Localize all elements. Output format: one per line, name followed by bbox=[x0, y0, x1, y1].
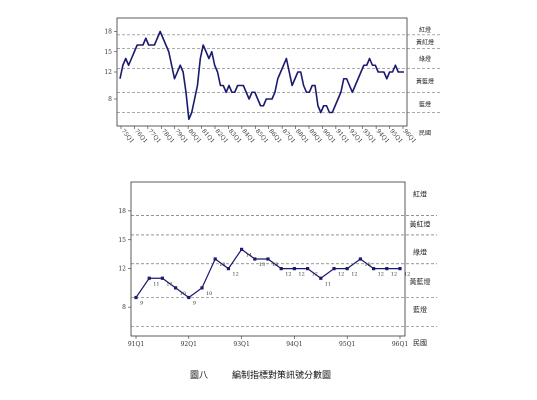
data-point bbox=[266, 257, 270, 261]
y-tick-label-0: 8 bbox=[122, 304, 126, 311]
x-tick-label-5: 80Q1 bbox=[187, 128, 203, 145]
data-point-label: 12 bbox=[391, 272, 397, 278]
data-point bbox=[372, 267, 376, 271]
x-unit-label: 民國 bbox=[419, 130, 431, 137]
y-tick-label-3: 18 bbox=[104, 29, 112, 36]
data-point-label: 14 bbox=[246, 252, 252, 258]
y-tick-label-2: 15 bbox=[118, 237, 126, 244]
x-tick-label-18: 93Q1 bbox=[361, 128, 377, 145]
data-point bbox=[332, 267, 336, 271]
x-tick-label-14: 89Q1 bbox=[307, 128, 323, 145]
x-tick-label-19: 94Q1 bbox=[375, 128, 391, 145]
band-label-3: 黃藍燈 bbox=[410, 277, 431, 286]
x-unit-label: 民國 bbox=[413, 339, 427, 347]
data-point bbox=[398, 267, 402, 271]
data-point bbox=[306, 267, 310, 271]
data-point-label: 12 bbox=[378, 272, 384, 278]
data-point-label: 12 bbox=[312, 272, 318, 278]
x-tick-label-5: 96Q1 bbox=[392, 341, 408, 348]
x-tick-label-0: 75Q1 bbox=[119, 128, 135, 145]
x-tick-label-0: 91Q1 bbox=[128, 341, 144, 348]
caption-figure-number: 圖八 bbox=[190, 370, 208, 381]
data-point bbox=[358, 257, 362, 261]
x-tick-label-20: 95Q1 bbox=[388, 128, 404, 145]
x-tick-label-17: 92Q1 bbox=[348, 128, 364, 145]
data-point-label: 11 bbox=[166, 281, 172, 287]
data-point-label: 9 bbox=[193, 301, 196, 307]
data-point-label: 11 bbox=[325, 281, 331, 287]
x-tick-label-10: 85Q1 bbox=[254, 128, 270, 145]
x-tick-label-3: 78Q1 bbox=[160, 128, 176, 145]
data-point bbox=[134, 295, 138, 300]
x-tick-label-7: 82Q1 bbox=[213, 128, 229, 145]
data-point-label: 13 bbox=[259, 262, 265, 268]
data-point-label: 9 bbox=[140, 301, 143, 307]
x-tick-label-11: 86Q1 bbox=[267, 128, 283, 145]
data-point bbox=[187, 295, 191, 300]
data-point bbox=[345, 267, 349, 271]
x-tick-label-2: 77Q1 bbox=[146, 128, 162, 145]
data-point-label: 11 bbox=[153, 281, 159, 287]
data-point bbox=[174, 286, 178, 290]
series-line bbox=[119, 30, 404, 121]
data-point-label: 13 bbox=[364, 262, 370, 268]
x-tick-label-21: 96Q1 bbox=[401, 128, 417, 145]
y-tick-label-1: 12 bbox=[104, 69, 112, 76]
x-tick-label-13: 88Q1 bbox=[294, 128, 310, 145]
x-tick-label-8: 83Q1 bbox=[227, 128, 243, 145]
x-tick-label-9: 84Q1 bbox=[240, 128, 256, 145]
data-point bbox=[213, 257, 217, 261]
data-point bbox=[200, 286, 204, 290]
data-point-label: 12 bbox=[338, 272, 344, 278]
data-point-label: 10 bbox=[180, 291, 186, 297]
x-tick-label-1: 92Q1 bbox=[181, 341, 197, 348]
plot-frame bbox=[130, 181, 406, 337]
data-point bbox=[253, 257, 257, 261]
y-tick-label-1: 12 bbox=[118, 266, 126, 273]
data-point bbox=[160, 276, 164, 280]
data-point bbox=[319, 276, 323, 280]
band-label-2: 綠燈 bbox=[413, 247, 427, 256]
x-tick-label-1: 76Q1 bbox=[133, 128, 149, 145]
band-label-0: 紅燈 bbox=[413, 190, 427, 199]
y-tick-label-0: 8 bbox=[108, 96, 112, 103]
x-tick-label-6: 81Q1 bbox=[200, 128, 216, 145]
band-label-1: 黃紅燈 bbox=[410, 219, 431, 228]
x-tick-label-2: 93Q1 bbox=[233, 341, 249, 348]
band-label-0: 紅燈 bbox=[419, 26, 431, 34]
data-point-label: 12 bbox=[404, 272, 410, 278]
caption-title: 編制指標對策訊號分數圖 bbox=[232, 369, 331, 381]
data-point bbox=[385, 267, 389, 271]
data-point-label: 12 bbox=[285, 272, 291, 278]
data-point-label: 12 bbox=[351, 272, 357, 278]
data-point-label: 12 bbox=[298, 272, 304, 278]
data-point bbox=[240, 247, 244, 251]
band-label-2: 綠燈 bbox=[419, 55, 431, 63]
x-tick-label-4: 79Q1 bbox=[173, 128, 189, 145]
band-label-4: 藍燈 bbox=[419, 100, 431, 108]
data-point-label: 12 bbox=[232, 272, 238, 278]
data-point-label: 13 bbox=[272, 262, 278, 268]
data-point bbox=[292, 267, 296, 271]
y-tick-label-2: 15 bbox=[104, 49, 112, 56]
series-line bbox=[135, 248, 400, 299]
band-label-4: 藍燈 bbox=[413, 305, 427, 314]
chart-1-monthly-score: 紅燈黃紅燈綠燈黃藍燈藍燈812151875Q176Q177Q178Q179Q18… bbox=[104, 17, 440, 145]
data-point-label: 13 bbox=[219, 262, 225, 268]
band-label-3: 黃藍燈 bbox=[416, 77, 434, 85]
x-tick-label-15: 90Q1 bbox=[321, 128, 337, 145]
band-label-1: 黃紅燈 bbox=[416, 38, 434, 46]
x-tick-label-12: 87Q1 bbox=[281, 128, 297, 145]
data-point bbox=[147, 276, 151, 280]
data-point bbox=[279, 267, 283, 271]
data-point-label: 10 bbox=[206, 291, 212, 297]
x-tick-label-3: 94Q1 bbox=[286, 341, 302, 348]
x-tick-label-4: 95Q1 bbox=[339, 341, 355, 348]
x-tick-label-16: 91Q1 bbox=[334, 128, 350, 145]
y-tick-label-3: 18 bbox=[118, 208, 126, 215]
data-point bbox=[226, 267, 230, 271]
